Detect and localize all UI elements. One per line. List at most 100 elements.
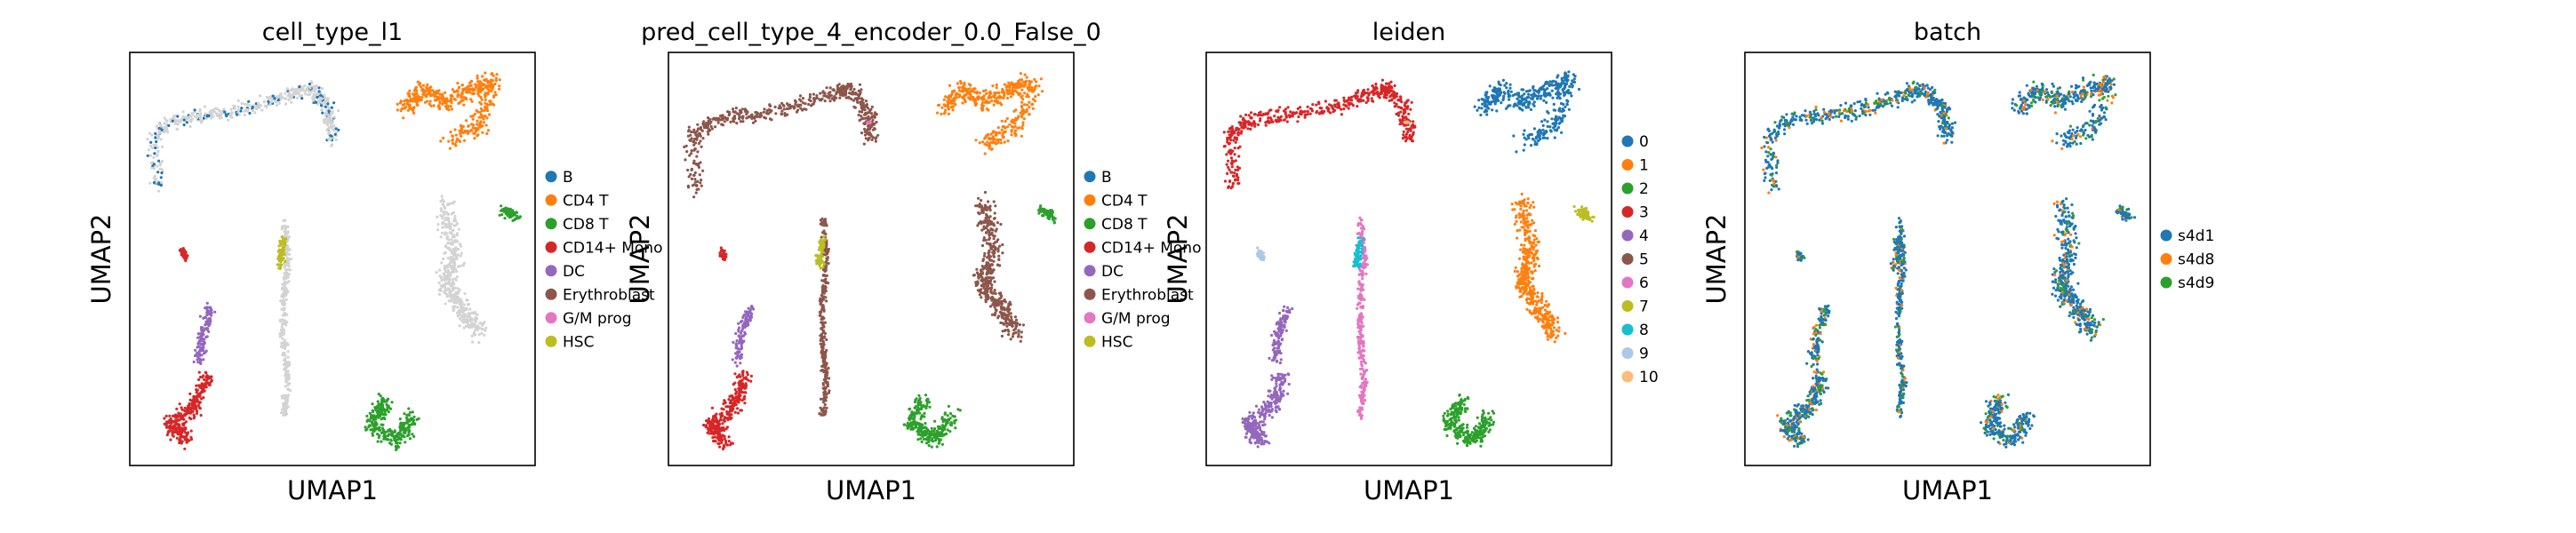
- scatter-point: [684, 158, 687, 162]
- scatter-point: [483, 321, 486, 324]
- scatter-point: [739, 357, 742, 361]
- scatter-point: [986, 262, 989, 266]
- scatter-point: [459, 264, 462, 268]
- scatter-point: [989, 287, 993, 291]
- scatter-point: [289, 258, 292, 261]
- scatter-point: [982, 221, 986, 225]
- scatter-point: [298, 85, 301, 89]
- scatter-point: [1011, 83, 1014, 86]
- scatter-point: [694, 162, 698, 166]
- scatter-point: [157, 182, 161, 187]
- scatter-point: [175, 407, 179, 410]
- scatter-point: [821, 315, 825, 319]
- scatter-point: [821, 90, 825, 93]
- scatter-point: [1017, 126, 1021, 130]
- scatter-point: [308, 86, 312, 90]
- scatter-point: [287, 280, 291, 283]
- scatter-point: [178, 429, 181, 433]
- scatter-point: [449, 243, 452, 246]
- scatter-point: [993, 289, 996, 292]
- scatter-point: [446, 105, 450, 108]
- scatter-point: [450, 232, 453, 235]
- scatter-point: [312, 88, 316, 91]
- scatter-point: [479, 102, 484, 106]
- scatter-point: [443, 210, 446, 213]
- scatter-point: [999, 141, 1003, 145]
- scatter-point: [948, 417, 952, 420]
- scatter-point: [862, 122, 866, 125]
- scatter-point: [459, 132, 462, 136]
- scatter-point: [470, 99, 474, 103]
- scatter-point: [823, 386, 827, 389]
- scatter-point: [405, 98, 409, 102]
- scatter-point: [819, 91, 822, 95]
- scatter-point: [150, 147, 154, 150]
- scatter-point: [744, 391, 748, 394]
- scatter-point: [171, 119, 174, 123]
- scatter-point: [164, 414, 168, 418]
- scatter-point: [849, 84, 852, 88]
- scatter-point: [478, 110, 482, 115]
- scatter-point: [444, 282, 447, 285]
- scatter-point: [765, 108, 770, 112]
- scatter-point: [708, 129, 712, 132]
- scatter-point: [857, 113, 860, 117]
- scatter-point: [1009, 315, 1013, 319]
- scatter-point: [738, 108, 742, 112]
- scatter-point: [693, 147, 697, 151]
- scatter-point: [820, 310, 823, 314]
- scatter-point: [863, 133, 868, 137]
- scatter-point: [989, 228, 993, 232]
- scatter-point: [997, 291, 1001, 295]
- scatter-point: [164, 420, 169, 424]
- scatter-point: [180, 440, 184, 443]
- scatter-point: [993, 280, 996, 283]
- scatter-point: [449, 290, 452, 293]
- scatter-point: [236, 105, 240, 108]
- scatter-point: [450, 299, 453, 303]
- scatter-point: [486, 91, 490, 94]
- scatter-point: [448, 276, 452, 280]
- scatter-point: [146, 138, 149, 141]
- scatter-point: [729, 443, 732, 447]
- scatter-point: [983, 190, 988, 195]
- scatter-point: [376, 400, 380, 403]
- scatter-point: [485, 85, 490, 89]
- scatter-point: [742, 384, 746, 387]
- legend-label: B: [563, 169, 573, 187]
- scatter-point: [821, 401, 826, 404]
- scatter-point: [1021, 123, 1025, 127]
- scatter-point: [454, 144, 458, 147]
- scatter-point: [482, 87, 485, 91]
- scatter-point: [460, 94, 463, 98]
- scatter-point: [444, 274, 447, 279]
- scatter-point: [731, 107, 735, 111]
- scatter-point: [153, 174, 156, 178]
- scatter-point: [377, 393, 380, 396]
- scatter-point: [828, 377, 831, 380]
- scatter-point: [868, 111, 871, 115]
- scatter-point: [479, 81, 483, 84]
- scatter-point: [213, 310, 217, 314]
- scatter-point: [744, 310, 748, 314]
- scatter-point: [979, 274, 982, 278]
- scatter-point: [1025, 76, 1028, 79]
- scatter-point: [177, 411, 180, 415]
- scatter-point: [447, 222, 451, 226]
- scatter-point: [495, 73, 499, 76]
- scatter-point: [172, 426, 176, 430]
- scatter-point: [983, 292, 987, 296]
- scatter-point: [487, 113, 492, 116]
- scatter-point: [987, 253, 990, 257]
- scatter-point: [316, 92, 320, 96]
- scatter-point: [750, 113, 754, 116]
- scatter-point: [695, 130, 699, 133]
- scatter-point: [471, 117, 475, 121]
- scatter-point: [740, 329, 744, 332]
- scatter-point: [198, 338, 202, 342]
- scatter-point: [737, 330, 740, 333]
- scatter-point: [407, 407, 411, 410]
- scatter-point: [375, 410, 379, 414]
- scatter-point: [977, 211, 980, 215]
- scatter-point: [444, 245, 448, 249]
